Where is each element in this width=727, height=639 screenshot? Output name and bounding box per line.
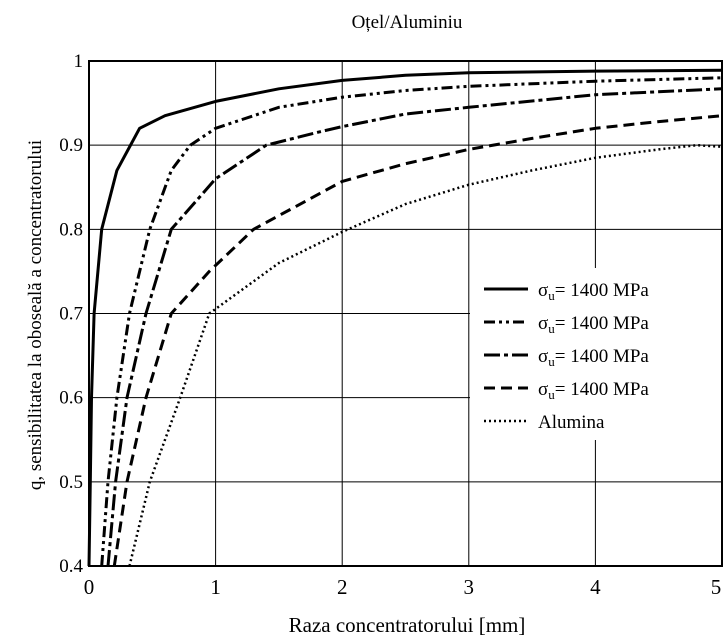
legend-label-5: Alumina xyxy=(538,412,605,433)
y-tick-label: 0.9 xyxy=(59,135,83,156)
x-tick-label: 5 xyxy=(711,575,722,599)
y-axis-label: q, sensibilitatea la oboseală a concentr… xyxy=(25,140,46,490)
x-tick-label: 2 xyxy=(337,575,348,599)
series-line-5 xyxy=(128,143,723,567)
x-tick-label: 3 xyxy=(464,575,475,599)
series-group xyxy=(87,68,723,567)
series-line-3 xyxy=(106,87,723,567)
y-tick-label: 0.4 xyxy=(59,556,83,577)
y-tick-label: 0.6 xyxy=(59,388,83,409)
y-tick-label: 1 xyxy=(74,51,84,72)
legend: σu= 1400 MPa σu= 1400 MPa σu= 1400 MPa σu= … xyxy=(484,280,649,433)
legend-label-2: σu= 1400 MPa xyxy=(538,313,649,336)
x-tick-label: 4 xyxy=(590,575,601,599)
y-tick-label: 0.5 xyxy=(59,472,83,493)
x-axis-label: Raza concentratorului [mm] xyxy=(289,613,526,637)
legend-label-3: σu= 1400 MPa xyxy=(538,346,649,369)
y-tick-label: 0.7 xyxy=(59,304,83,325)
grid xyxy=(89,61,722,566)
legend-label-4: σu= 1400 MPa xyxy=(538,379,649,402)
series-line-1 xyxy=(87,68,723,567)
plot-frame xyxy=(88,60,723,567)
legend-label-1: σu= 1400 MPa xyxy=(538,280,649,303)
x-tick-label: 1 xyxy=(210,575,221,599)
series-line-2 xyxy=(100,76,723,567)
tick-labels: 0 1 2 3 4 5 0.4 0.5 0.6 0.7 0.8 0.9 1 xyxy=(59,51,721,599)
chart-title: Oțel/Aluminiu xyxy=(352,12,463,33)
x-tick-label: 0 xyxy=(84,575,95,599)
y-tick-label: 0.8 xyxy=(59,219,83,240)
series-line-4 xyxy=(112,114,723,567)
plot-border xyxy=(88,60,723,567)
